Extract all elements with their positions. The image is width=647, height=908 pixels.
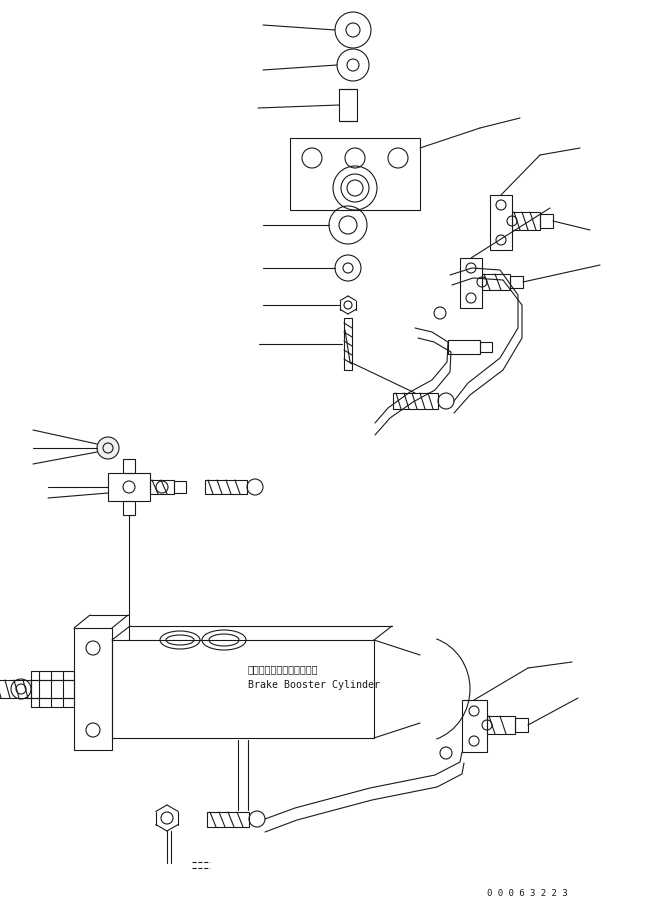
Text: 0 0 0 6 3 2 2 3: 0 0 0 6 3 2 2 3 bbox=[487, 889, 567, 898]
Circle shape bbox=[97, 437, 119, 459]
Bar bbox=[490, 195, 512, 250]
Bar bbox=[515, 718, 528, 732]
Bar bbox=[123, 459, 135, 473]
Text: ブレーキブースタシリンダ: ブレーキブースタシリンダ bbox=[248, 664, 318, 674]
Bar bbox=[108, 473, 150, 501]
Bar bbox=[462, 700, 487, 752]
Bar bbox=[205, 480, 247, 494]
Bar bbox=[74, 628, 112, 750]
Bar bbox=[393, 393, 438, 409]
Text: Brake Booster Cylinder: Brake Booster Cylinder bbox=[248, 680, 380, 690]
Bar bbox=[112, 640, 374, 738]
Bar bbox=[480, 342, 492, 352]
Bar bbox=[540, 214, 553, 228]
Bar bbox=[150, 480, 174, 494]
Bar bbox=[207, 812, 249, 827]
Bar bbox=[482, 274, 510, 290]
Bar bbox=[290, 138, 420, 210]
Bar bbox=[487, 716, 515, 734]
Bar bbox=[460, 258, 482, 308]
Bar bbox=[31, 671, 74, 707]
Bar bbox=[510, 276, 523, 288]
Bar bbox=[512, 212, 540, 230]
Bar bbox=[339, 89, 357, 121]
Bar bbox=[123, 501, 135, 515]
Bar bbox=[448, 340, 480, 354]
Bar bbox=[174, 481, 186, 493]
Bar bbox=[0, 680, 31, 698]
Bar bbox=[344, 318, 352, 370]
